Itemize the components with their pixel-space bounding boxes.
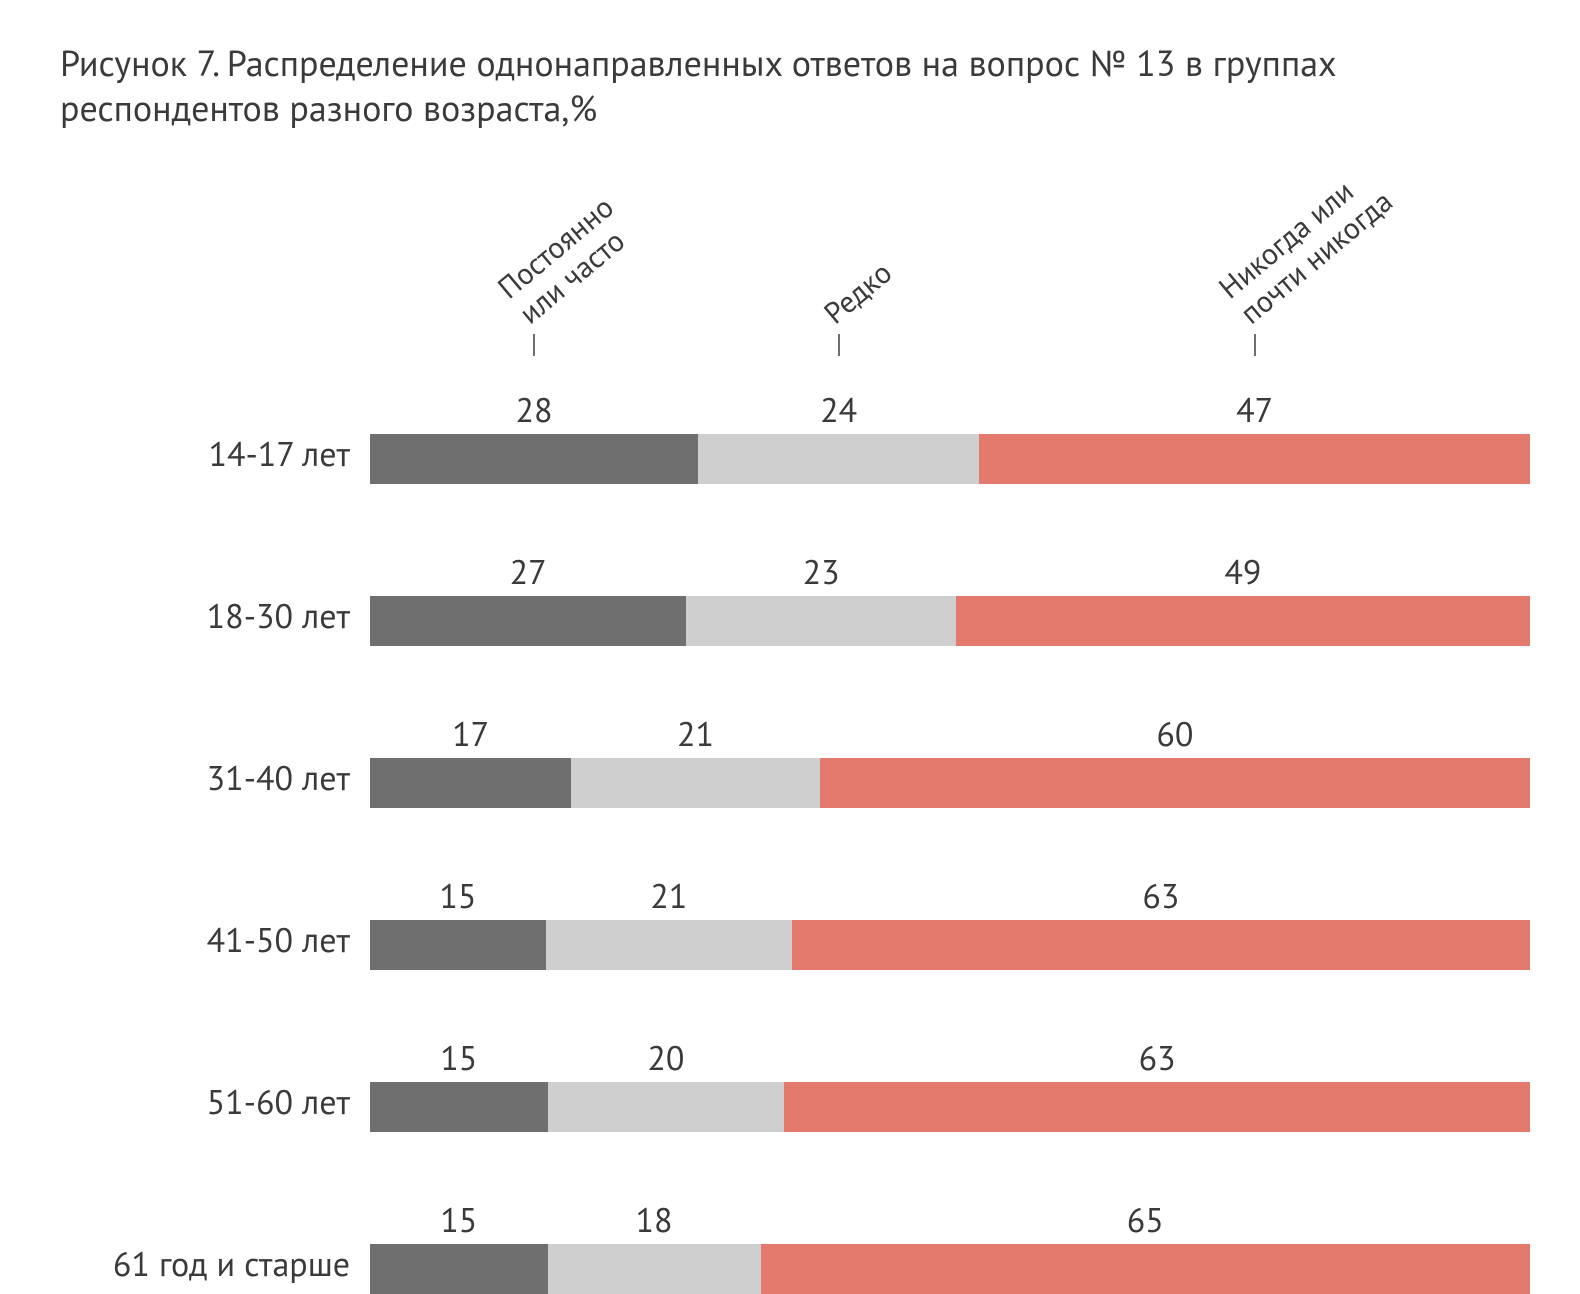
bar-segment-often: 28 bbox=[370, 434, 698, 484]
figure-container: Рисунок 7. Распределение однонаправленны… bbox=[0, 0, 1580, 1249]
category-label: 18-30 лет bbox=[60, 594, 350, 638]
figure-title: Рисунок 7. Распределение однонаправленны… bbox=[60, 40, 1520, 130]
series-header-never: Никогда или почти никогда bbox=[1212, 159, 1398, 330]
bar-track: 282447 bbox=[370, 434, 1530, 484]
value-label: 27 bbox=[370, 550, 686, 594]
bar-track: 272349 bbox=[370, 596, 1530, 646]
chart-row: 41-50 лет152163 bbox=[370, 850, 1530, 970]
bar-segment-never: 63 bbox=[792, 920, 1530, 970]
bar-segment-rarely: 21 bbox=[546, 920, 792, 970]
bar-track: 152063 bbox=[370, 1082, 1530, 1132]
value-label: 17 bbox=[370, 712, 571, 756]
category-label: 41-50 лет bbox=[60, 918, 350, 962]
chart-row: 31-40 лет172160 bbox=[370, 688, 1530, 808]
bar-segment-often: 15 bbox=[370, 920, 546, 970]
chart-area: Постоянно или частоРедкоНикогда или почт… bbox=[370, 170, 1530, 1294]
bar-segment-often: 15 bbox=[370, 1244, 548, 1294]
chart-rows: 14-17 лет282447 18-30 лет272349 31-40 лет1… bbox=[370, 364, 1530, 1294]
bar-segment-never: 47 bbox=[979, 434, 1530, 484]
chart-row: 14-17 лет282447 bbox=[370, 364, 1530, 484]
category-label: 14-17 лет bbox=[60, 432, 350, 476]
bar-segment-rarely: 23 bbox=[686, 596, 955, 646]
series-header-tick bbox=[1254, 334, 1256, 356]
bar-track: 151865 bbox=[370, 1244, 1530, 1294]
value-label: 20 bbox=[548, 1036, 785, 1080]
bar-segment-never: 65 bbox=[761, 1244, 1530, 1294]
value-label: 28 bbox=[370, 388, 698, 432]
bar-segment-often: 27 bbox=[370, 596, 686, 646]
series-header-rarely: Редко bbox=[817, 255, 897, 330]
value-label: 49 bbox=[956, 550, 1530, 594]
bar-segment-never: 49 bbox=[956, 596, 1530, 646]
chart-row: 61 год и старше151865 bbox=[370, 1174, 1530, 1294]
value-label: 15 bbox=[370, 1036, 548, 1080]
value-label: 21 bbox=[546, 874, 792, 918]
value-label: 60 bbox=[820, 712, 1530, 756]
bar-segment-rarely: 24 bbox=[698, 434, 979, 484]
bar-segment-never: 60 bbox=[820, 758, 1530, 808]
chart-row: 18-30 лет272349 bbox=[370, 526, 1530, 646]
value-label: 47 bbox=[979, 388, 1530, 432]
value-label: 23 bbox=[686, 550, 955, 594]
value-label: 63 bbox=[792, 874, 1530, 918]
chart-row: 51-60 лет152063 bbox=[370, 1012, 1530, 1132]
bar-track: 172160 bbox=[370, 758, 1530, 808]
bar-segment-rarely: 18 bbox=[548, 1244, 761, 1294]
bar-segment-rarely: 20 bbox=[548, 1082, 785, 1132]
value-label: 15 bbox=[370, 1198, 548, 1242]
series-header-tick bbox=[838, 334, 840, 356]
category-label: 51-60 лет bbox=[60, 1080, 350, 1124]
value-label: 15 bbox=[370, 874, 546, 918]
bar-segment-rarely: 21 bbox=[571, 758, 820, 808]
value-label: 24 bbox=[698, 388, 979, 432]
value-label: 63 bbox=[784, 1036, 1530, 1080]
bar-segment-often: 15 bbox=[370, 1082, 548, 1132]
bar-segment-never: 63 bbox=[784, 1082, 1530, 1132]
value-label: 65 bbox=[761, 1198, 1530, 1242]
value-label: 21 bbox=[571, 712, 820, 756]
series-header-often: Постоянно или часто bbox=[492, 190, 641, 330]
bar-track: 152163 bbox=[370, 920, 1530, 970]
category-label: 31-40 лет bbox=[60, 756, 350, 800]
series-header-tick bbox=[533, 334, 535, 356]
value-label: 18 bbox=[548, 1198, 761, 1242]
bar-segment-often: 17 bbox=[370, 758, 571, 808]
series-header-labels: Постоянно или частоРедкоНикогда или почт… bbox=[370, 170, 1530, 330]
